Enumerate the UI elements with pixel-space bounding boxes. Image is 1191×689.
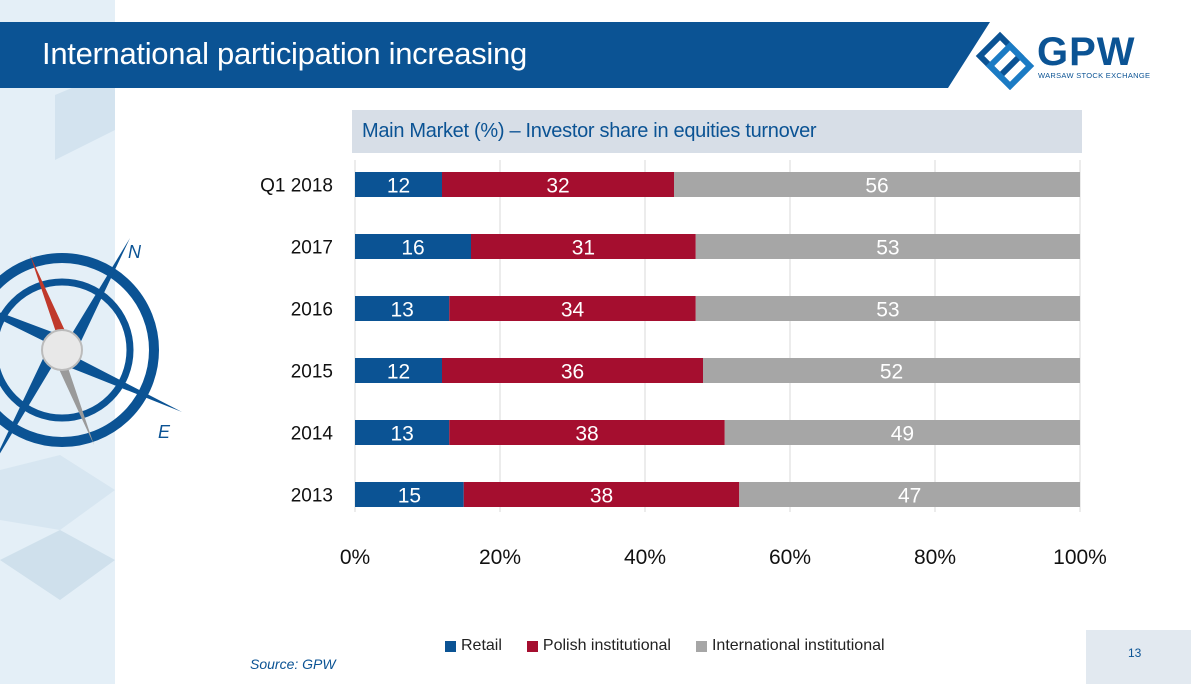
legend-item-international-institutional: International institutional xyxy=(695,637,885,655)
data-label: 32 xyxy=(546,175,569,198)
bar-segment-retail xyxy=(355,296,450,321)
x-tick-label: 60% xyxy=(769,546,811,569)
category-label: 2015 xyxy=(291,362,333,383)
data-label: 56 xyxy=(865,175,888,198)
legend-swatch-retail xyxy=(445,640,456,652)
data-label: 13 xyxy=(390,423,413,446)
legend-item-retail: Retail xyxy=(445,637,502,655)
legend-item-polish-institutional: Polish institutional xyxy=(526,637,671,655)
grid-lines xyxy=(354,160,1081,512)
data-label: 13 xyxy=(390,299,413,322)
data-label: 36 xyxy=(561,361,584,384)
bar-segment-international-institutional xyxy=(724,420,1080,445)
bar-segment-polish-institutional xyxy=(449,420,725,445)
data-label: 34 xyxy=(561,299,585,322)
data-label: 53 xyxy=(876,237,899,260)
bar-segment-international-institutional xyxy=(695,296,1080,321)
chart-legend: Retail Polish institutional Internationa… xyxy=(445,637,910,655)
category-label: Q1 2018 xyxy=(260,176,333,197)
bar-segment-polish-institutional xyxy=(442,358,703,383)
legend-label-international-institutional: International institutional xyxy=(711,637,885,654)
category-label: 2016 xyxy=(291,300,333,321)
x-tick-label: 40% xyxy=(624,546,666,569)
legend-label-polish-institutional: Polish institutional xyxy=(542,637,671,654)
data-label: 38 xyxy=(590,485,613,508)
bar-segment-international-institutional xyxy=(695,234,1080,259)
bar-segment-international-institutional xyxy=(703,358,1080,383)
bar-segment-retail xyxy=(355,420,450,445)
compass-east-label: E xyxy=(158,422,171,442)
compass-north-label: N xyxy=(128,242,142,262)
chart-title: Main Market (%) – Investor share in equi… xyxy=(362,120,817,142)
bar-segment-polish-institutional xyxy=(471,234,696,259)
data-label: 52 xyxy=(880,361,903,384)
bar-segment-international-institutional xyxy=(739,482,1080,507)
bar-segment-retail xyxy=(355,358,442,383)
page-number-box xyxy=(1086,630,1191,684)
title-band xyxy=(0,22,990,88)
x-tick-label: 0% xyxy=(340,546,370,569)
x-tick-label: 100% xyxy=(1053,546,1107,569)
bar-segment-polish-institutional xyxy=(463,482,740,507)
data-label: 49 xyxy=(891,423,914,446)
logo-text: GPW xyxy=(1037,30,1136,74)
category-label: 2013 xyxy=(291,486,333,507)
data-label: 16 xyxy=(401,237,424,260)
legend-label-retail: Retail xyxy=(461,637,502,654)
labels: 0% 20% 40% 60% 80% 100% Q1 2018 12 32 56 2017 16 31 5… xyxy=(260,175,1107,570)
bar-segment-retail xyxy=(355,482,464,507)
category-label: 2017 xyxy=(291,238,333,259)
bar-segment-international-institutional xyxy=(674,172,1080,197)
bar-segment-retail xyxy=(355,234,471,259)
x-tick-label: 20% xyxy=(479,546,521,569)
x-tick-label: 80% xyxy=(914,546,956,569)
chart-title-box: Main Market (%) – Investor share in equi… xyxy=(352,110,1082,153)
bar-segment-polish-institutional xyxy=(449,296,696,321)
bar-segment-polish-institutional xyxy=(442,172,674,197)
source-note: Source: GPW xyxy=(250,656,336,672)
category-label: 2014 xyxy=(291,424,334,445)
data-label: 47 xyxy=(898,485,921,508)
logo-subtitle: WARSAW STOCK EXCHANGE xyxy=(1038,71,1151,80)
compass-icon: N E xyxy=(0,238,182,454)
data-label: 15 xyxy=(398,485,421,508)
gpw-logo xyxy=(972,28,1162,90)
data-label: 38 xyxy=(575,423,598,446)
bar-segment-retail xyxy=(355,172,442,197)
data-label: 12 xyxy=(387,175,410,198)
side-panel xyxy=(0,0,115,684)
side-decoration xyxy=(0,70,115,600)
data-label: 31 xyxy=(572,237,595,260)
gpw-logo-icon xyxy=(975,31,1035,90)
page-number: 13 xyxy=(1128,646,1142,660)
legend-swatch-international-institutional xyxy=(695,640,707,652)
data-label: 53 xyxy=(876,299,899,322)
slide-title: International participation increasing xyxy=(42,36,527,71)
legend-swatch-polish-institutional xyxy=(526,640,538,652)
bars xyxy=(355,172,1080,507)
data-label: 12 xyxy=(387,361,410,384)
